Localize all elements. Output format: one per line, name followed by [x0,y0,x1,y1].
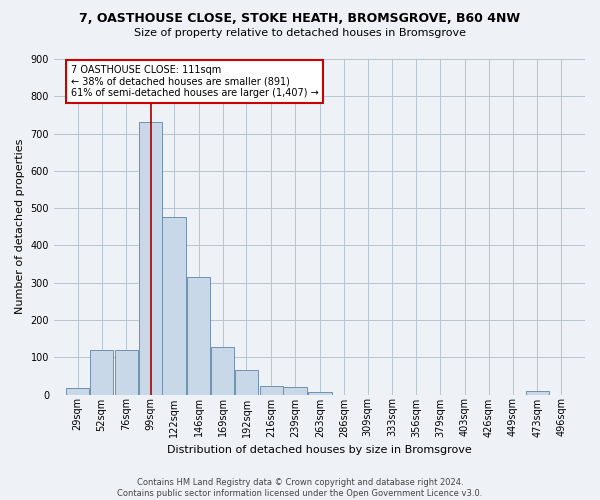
Bar [308,392,332,394]
Bar [139,122,162,394]
Bar [90,350,113,395]
X-axis label: Distribution of detached houses by size in Bromsgrove: Distribution of detached houses by size … [167,445,472,455]
Bar [526,391,549,394]
Text: 7, OASTHOUSE CLOSE, STOKE HEATH, BROMSGROVE, B60 4NW: 7, OASTHOUSE CLOSE, STOKE HEATH, BROMSGR… [79,12,521,26]
Bar [235,370,258,394]
Text: Size of property relative to detached houses in Bromsgrove: Size of property relative to detached ho… [134,28,466,38]
Text: 7 OASTHOUSE CLOSE: 111sqm
← 38% of detached houses are smaller (891)
61% of semi: 7 OASTHOUSE CLOSE: 111sqm ← 38% of detac… [71,64,319,98]
Bar [115,350,138,395]
Bar [283,387,307,394]
Text: Contains HM Land Registry data © Crown copyright and database right 2024.
Contai: Contains HM Land Registry data © Crown c… [118,478,482,498]
Bar [163,218,185,394]
Bar [66,388,89,394]
Bar [260,386,283,394]
Bar [211,347,235,395]
Bar [187,277,211,394]
Y-axis label: Number of detached properties: Number of detached properties [15,139,25,314]
